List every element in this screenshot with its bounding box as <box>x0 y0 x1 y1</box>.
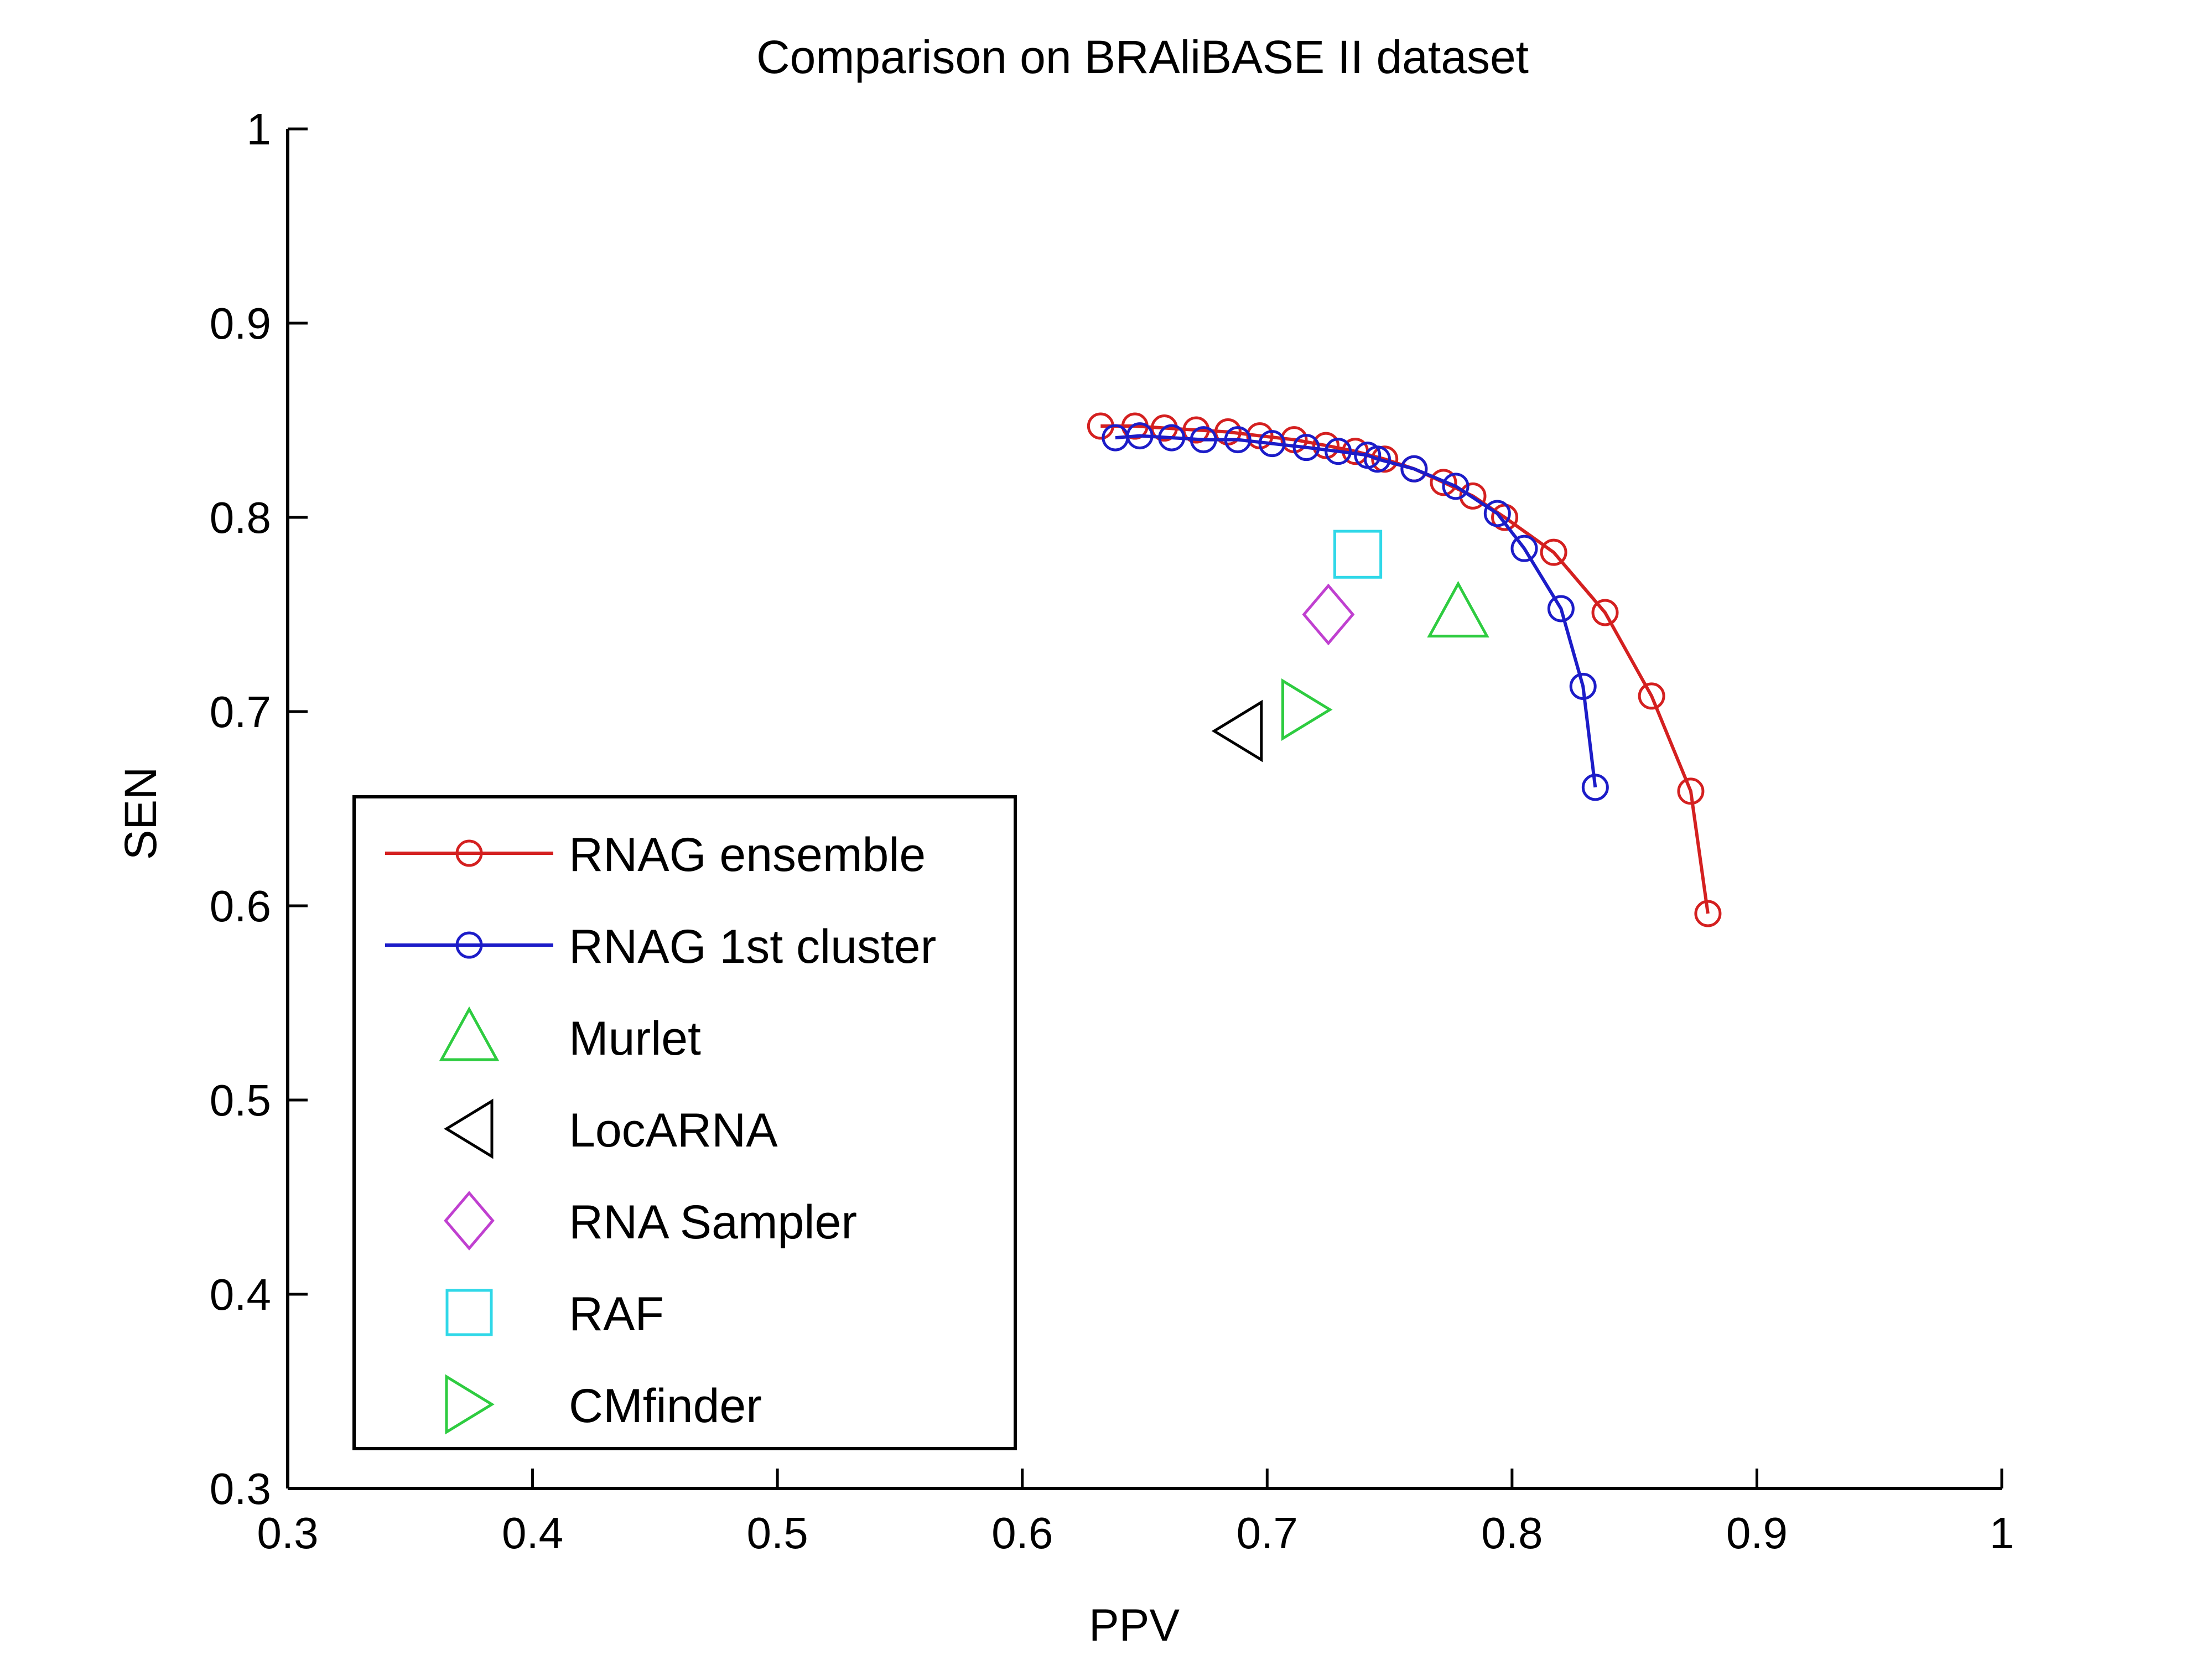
data-point <box>1292 434 1320 461</box>
x-axis-label: PPV <box>1089 1600 1180 1651</box>
series-rnag-1st-cluster <box>1102 422 1609 801</box>
data-point <box>1430 469 1457 496</box>
legend-box <box>352 795 1017 1450</box>
chart-title: Comparison on BRAliBASE II dataset <box>756 31 1529 83</box>
legend-item: RAF <box>445 1288 664 1341</box>
legend-marker <box>439 1006 500 1061</box>
x-tick-label: 0.7 <box>1237 1508 1298 1558</box>
legend: RNAG ensemble RNAG 1st cluster Murlet LocAR… <box>352 795 1017 1450</box>
data-point <box>1547 595 1575 622</box>
legend-item: LocARNA <box>444 1098 778 1159</box>
data-point <box>1126 422 1154 450</box>
y-tick-label: 1 <box>247 105 272 154</box>
data-point <box>1483 500 1511 527</box>
legend-label: LocARNA <box>569 1104 778 1157</box>
legend-marker <box>445 1289 493 1336</box>
x-tick-label: 0.5 <box>747 1508 808 1558</box>
data-point <box>1638 682 1665 710</box>
y-axis: 0.3 0.4 0.5 0.6 0.7 0.8 0.9 1 <box>210 105 308 1513</box>
x-axis: 0.3 0.4 0.5 0.6 0.7 0.8 0.9 1 <box>257 1469 2014 1558</box>
data-point <box>1591 599 1619 626</box>
series-locarna <box>1211 699 1263 762</box>
series-line <box>1100 424 1710 914</box>
y-tick-label: 0.9 <box>210 299 271 348</box>
data-point <box>1281 678 1333 741</box>
legend-item: CMfinder <box>445 1374 762 1435</box>
y-tick-label: 0.4 <box>210 1270 271 1319</box>
y-tick-label: 0.8 <box>210 493 271 542</box>
data-point <box>1333 530 1383 579</box>
data-point <box>1427 580 1489 638</box>
data-point <box>1158 424 1186 452</box>
legend-label: RNAG 1st cluster <box>569 920 936 973</box>
data-point <box>1400 455 1428 483</box>
series-rna-sampler <box>1302 583 1355 646</box>
data-point <box>1214 418 1242 446</box>
series-raf <box>1333 530 1383 579</box>
x-tick-label: 0.9 <box>1726 1508 1788 1558</box>
y-tick-label: 0.7 <box>210 687 271 736</box>
data-point <box>1540 538 1567 566</box>
legend-item: RNAG ensemble <box>385 828 926 881</box>
series-rnag-ensemble <box>1087 412 1722 927</box>
data-point <box>1363 445 1391 473</box>
data-point <box>1258 430 1286 458</box>
legend-label: RNA Sampler <box>569 1196 857 1249</box>
legend-item: RNAG 1st cluster <box>385 920 936 973</box>
plot-area <box>286 129 2002 1490</box>
data-point <box>1569 672 1597 700</box>
x-tick-label: 0.8 <box>1481 1508 1543 1558</box>
y-tick-label: 0.5 <box>210 1076 271 1125</box>
legend-marker <box>444 1191 495 1251</box>
data-point <box>1371 445 1399 473</box>
data-point <box>1581 774 1609 801</box>
data-point <box>1302 583 1355 646</box>
x-tick-label: 0.3 <box>257 1508 318 1558</box>
legend-label: RAF <box>569 1288 664 1341</box>
series-line <box>1115 434 1597 788</box>
series-layer <box>1087 412 1722 927</box>
series-murlet <box>1427 580 1489 638</box>
legend-item: Murlet <box>439 1006 701 1065</box>
y-tick-label: 0.6 <box>210 881 271 931</box>
data-point <box>1442 473 1470 500</box>
data-point <box>1190 426 1217 454</box>
x-tick-label: 0.4 <box>502 1508 563 1558</box>
x-tick-label: 0.6 <box>991 1508 1053 1558</box>
data-point <box>1677 777 1705 805</box>
data-point <box>1312 432 1340 459</box>
series-cmfinder <box>1281 678 1333 741</box>
legend-marker <box>455 839 483 867</box>
legend-marker <box>455 931 483 959</box>
data-point <box>1510 535 1538 562</box>
data-point <box>1325 438 1352 465</box>
x-tick-label: 1 <box>1990 1508 2014 1558</box>
legend-marker <box>445 1374 495 1435</box>
data-point <box>1211 699 1263 762</box>
y-axis-label: SEN <box>116 767 166 860</box>
legend-label: Murlet <box>569 1012 701 1065</box>
legend-marker <box>444 1098 494 1159</box>
legend-label: RNAG ensemble <box>569 828 926 881</box>
y-tick-label: 0.3 <box>210 1464 271 1513</box>
legend-label: CMfinder <box>569 1379 762 1433</box>
legend-item: RNA Sampler <box>444 1191 857 1251</box>
data-point <box>1694 900 1722 927</box>
data-point <box>1224 426 1252 454</box>
